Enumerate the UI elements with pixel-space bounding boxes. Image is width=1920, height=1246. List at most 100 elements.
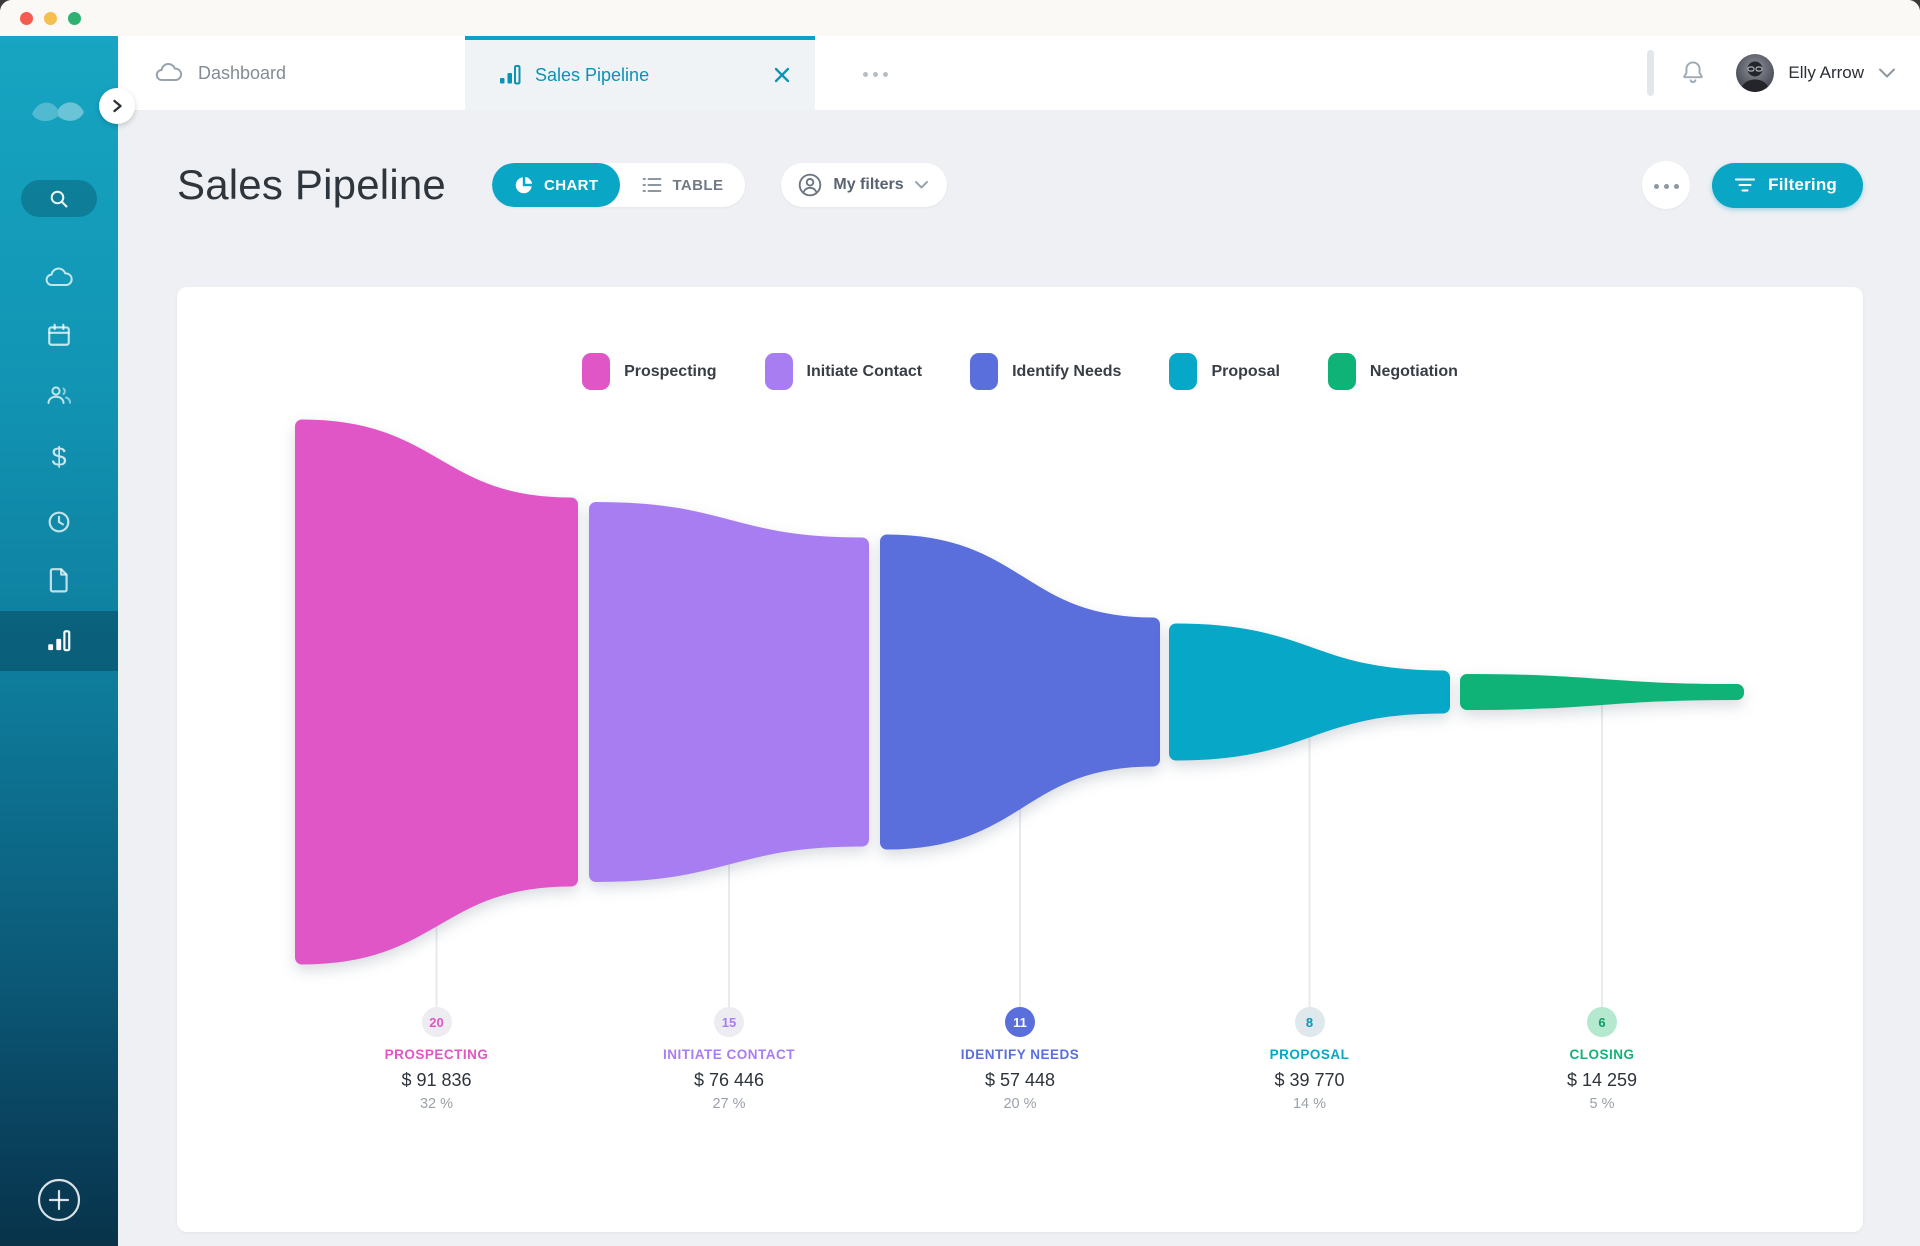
plus-circle-icon (37, 1178, 81, 1222)
pie-chart-icon (515, 176, 533, 194)
stage-column-identify-needs: 11 IDENTIFY NEEDS $ 57 448 20 % (900, 1007, 1140, 1112)
stage-amount: $ 57 448 (984, 1070, 1056, 1090)
sidebar-collapse-button[interactable] (99, 88, 135, 124)
legend-label: Negotiation (1369, 362, 1458, 380)
ellipsis-icon (860, 64, 890, 82)
stage-name: IDENTIFY NEEDS (960, 1047, 1080, 1062)
stage-name: PROPOSAL (1269, 1047, 1350, 1062)
page-title: Sales Pipeline (177, 161, 446, 208)
stage-column-prospecting: 20 PROSPECTING $ 91 836 32 % (317, 1007, 557, 1112)
dollar-icon: $ (51, 441, 67, 472)
my-filters-label: My filters (833, 176, 904, 193)
chevron-down-icon[interactable] (1878, 67, 1896, 79)
sidebar-item-finance[interactable]: $ (0, 429, 118, 485)
chart-legend: Prospecting Initiate Contact Identify Ne… (177, 353, 1863, 390)
funnel-segment-initiate-contact[interactable] (589, 502, 869, 882)
funnel-segment-proposal[interactable] (1169, 623, 1450, 761)
legend-swatch (582, 353, 611, 390)
notifications-bell-icon[interactable] (1680, 59, 1706, 87)
user-avatar[interactable] (1736, 54, 1775, 92)
my-filters-button[interactable]: My filters (781, 163, 947, 207)
stage-amount: $ 91 836 (401, 1070, 472, 1090)
cloud-icon (155, 62, 183, 81)
stage-column-proposal: 8 PROPOSAL $ 39 770 14 % (1190, 1007, 1430, 1112)
filter-icon (1735, 178, 1756, 192)
sidebar-item-contacts[interactable] (0, 367, 118, 423)
ellipsis-icon (1651, 176, 1681, 194)
tab-sales-pipeline[interactable]: Sales Pipeline (465, 36, 815, 110)
legend-item-negotiation[interactable]: Negotiation (1327, 353, 1458, 390)
stage-percent: 5 % (1589, 1096, 1615, 1112)
zoom-window-button[interactable] (68, 11, 81, 25)
search-icon (50, 190, 68, 207)
tab-dashboard[interactable]: Dashboard (118, 36, 465, 110)
sidebar: $ (0, 36, 118, 1246)
table-view-button[interactable]: TABLE (620, 163, 745, 207)
app-logo-butterfly-icon (32, 102, 84, 122)
stage-name: PROSPECTING (384, 1047, 489, 1062)
sidebar-item-documents[interactable] (0, 552, 118, 608)
close-tab-icon[interactable] (771, 64, 793, 86)
legend-item-proposal[interactable]: Proposal (1169, 353, 1280, 390)
legend-label: Identify Needs (1012, 362, 1122, 380)
view-toggle: CHART TABLE (491, 163, 746, 207)
clock-icon (48, 511, 70, 533)
avatar-silhouette (1741, 61, 1770, 92)
stage-name: INITIATE CONTACT (663, 1047, 795, 1062)
chevron-down-icon (914, 181, 928, 189)
sidebar-item-reports[interactable] (0, 611, 118, 671)
sidebar-add-button[interactable] (0, 1170, 118, 1230)
stage-amount: $ 39 770 (1274, 1070, 1345, 1090)
legend-label: Proposal (1211, 362, 1280, 380)
funnel-segment-closing[interactable] (1460, 674, 1744, 710)
user-name[interactable]: Elly Arrow (1788, 63, 1864, 82)
legend-label: Prospecting (624, 362, 717, 380)
users-icon (47, 386, 71, 404)
stage-amount: $ 14 259 (1566, 1070, 1638, 1090)
tab-label: Sales Pipeline (535, 64, 650, 85)
sidebar-item-time[interactable] (0, 494, 118, 550)
legend-item-initiate-contact[interactable]: Initiate Contact (764, 353, 923, 390)
close-window-button[interactable] (20, 11, 33, 25)
funnel-chart-card: Prospecting Initiate Contact Identify Ne… (177, 287, 1863, 1232)
stage-count-badge: 11 (1005, 1007, 1035, 1037)
sidebar-item-cloud[interactable] (0, 250, 118, 306)
stage-column-closing: 6 CLOSING $ 14 259 5 % (1482, 1007, 1722, 1112)
cloud-icon (45, 267, 73, 286)
funnel-chart (295, 419, 1744, 1009)
calendar-icon (48, 323, 70, 346)
more-options-button[interactable] (1642, 161, 1691, 209)
stage-percent: 27 % (712, 1096, 746, 1112)
document-icon (49, 568, 68, 593)
funnel-segment-identify-needs[interactable] (880, 534, 1160, 850)
list-icon (643, 178, 662, 192)
tabstrip-scrollbar[interactable] (1647, 50, 1655, 96)
filtering-button[interactable]: Filtering (1712, 162, 1863, 208)
bar-chart-icon (500, 65, 521, 85)
legend-item-prospecting[interactable]: Prospecting (582, 353, 717, 390)
person-circle-icon (799, 173, 822, 197)
stage-column-initiate-contact: 15 INITIATE CONTACT $ 76 446 27 % (609, 1007, 849, 1112)
window-titlebar (0, 0, 1920, 36)
legend-swatch (1327, 353, 1356, 390)
user-area: Elly Arrow (1680, 36, 1920, 110)
stage-percent: 32 % (419, 1096, 454, 1112)
toolbar: Sales Pipeline CHART (177, 154, 1863, 216)
legend-swatch (970, 353, 999, 390)
tab-overflow-button[interactable] (815, 36, 935, 110)
bar-chart-icon (48, 630, 71, 652)
chevron-right-icon (113, 99, 122, 113)
stage-percent: 14 % (1292, 1096, 1327, 1112)
chart-view-button[interactable]: CHART (491, 163, 621, 207)
funnel-segment-prospecting[interactable] (295, 419, 578, 965)
sidebar-search-button[interactable] (21, 180, 97, 217)
legend-item-identify-needs[interactable]: Identify Needs (970, 353, 1121, 390)
stage-amount: $ 76 446 (693, 1070, 765, 1090)
sidebar-item-calendar[interactable] (0, 307, 118, 363)
stage-percent: 20 % (1003, 1096, 1037, 1112)
legend-label: Initiate Contact (806, 362, 923, 380)
minimize-window-button[interactable] (44, 11, 57, 25)
tab-strip: Dashboard Sales Pipeline (118, 36, 1920, 110)
stage-count-badge: 6 (1587, 1007, 1617, 1037)
